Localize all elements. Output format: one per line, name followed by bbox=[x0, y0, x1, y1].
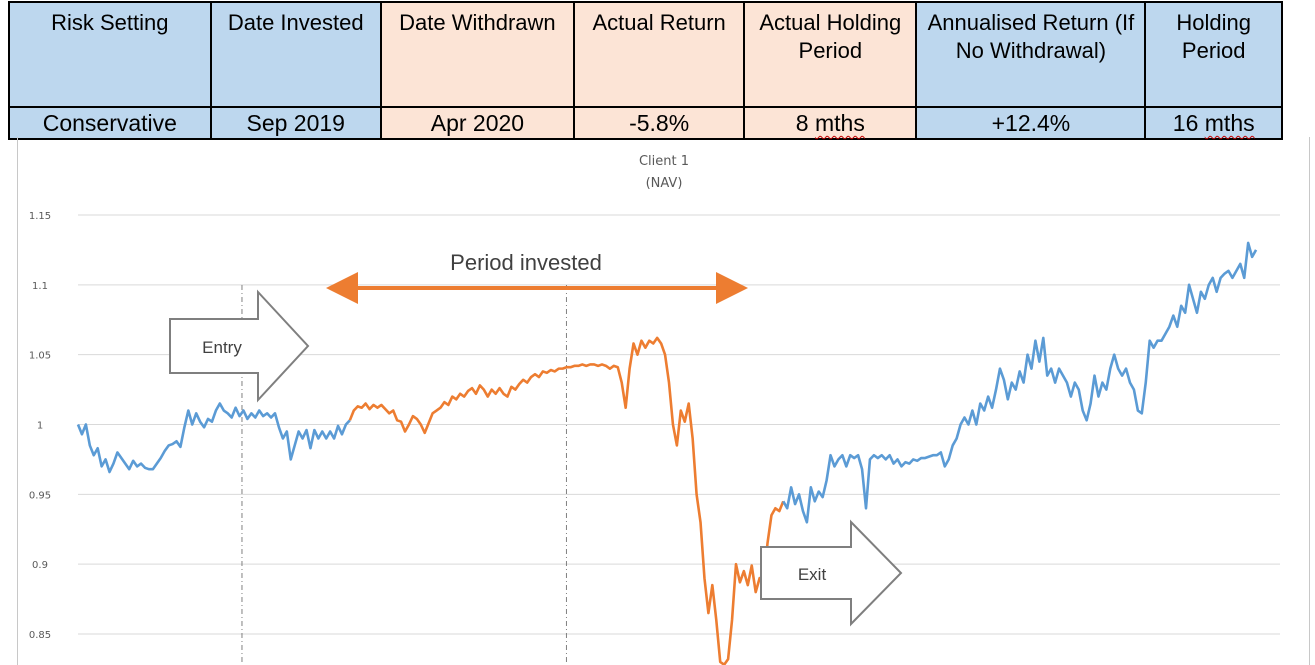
header-risk-setting: Risk Setting bbox=[8, 1, 212, 108]
entry-label: Entry bbox=[202, 338, 242, 357]
cell-actual-return: -5.8% bbox=[573, 106, 746, 140]
header-actual-holding-period: Actual Holding Period bbox=[743, 1, 918, 108]
y-tick-label: 0.85 bbox=[29, 630, 51, 641]
series-line-before bbox=[76, 402, 351, 474]
cell-date-withdrawn: Apr 2020 bbox=[379, 106, 576, 140]
header-holding-period: Holding Period bbox=[1144, 1, 1283, 108]
holding-period-unit: mths bbox=[1204, 110, 1255, 136]
cell-actual-holding-period: 8 mths bbox=[743, 106, 918, 140]
y-tick-label: 1.15 bbox=[29, 211, 51, 222]
cell-date-invested: Sep 2019 bbox=[209, 106, 382, 140]
y-tick-label: 1.1 bbox=[32, 281, 48, 292]
actual-holding-period-value: 8 bbox=[795, 110, 809, 136]
header-date-invested: Date Invested bbox=[209, 1, 382, 108]
y-tick-label: 1.05 bbox=[29, 351, 51, 362]
series-lines bbox=[76, 241, 1258, 665]
y-tick-label: 0.9 bbox=[32, 560, 48, 571]
nav-line-chart: 0.85 0.9 0.95 1 1.05 1.1 1.15 Client 1 (NAV) P… bbox=[29, 154, 1280, 665]
y-axis-ticks: 0.85 0.9 0.95 1 1.05 1.1 1.15 bbox=[29, 211, 51, 641]
chart-area: 0.85 0.9 0.95 1 1.05 1.1 1.15 Client 1 (NAV) P… bbox=[17, 137, 1310, 665]
header-date-withdrawn: Date Withdrawn bbox=[379, 1, 576, 108]
cell-annualised-return: +12.4% bbox=[915, 106, 1147, 140]
holding-period-value: 16 bbox=[1172, 110, 1199, 136]
period-invested-label: Period invested bbox=[450, 250, 602, 275]
chart-subtitle: (NAV) bbox=[646, 176, 683, 191]
series-line-after bbox=[782, 241, 1258, 524]
cell-holding-period: 16 mths bbox=[1144, 106, 1283, 140]
exit-label: Exit bbox=[798, 565, 827, 584]
header-annualised-return: Annualised Return (If No Withdrawal) bbox=[915, 1, 1147, 108]
exit-arrow: Exit bbox=[760, 519, 903, 627]
entry-arrow: Entry bbox=[169, 289, 310, 403]
y-tick-label: 1 bbox=[37, 420, 43, 431]
series-line-invested bbox=[348, 336, 785, 665]
actual-holding-period-unit: mths bbox=[814, 110, 865, 136]
summary-table: Risk Setting Date Invested Date Withdraw… bbox=[8, 1, 1283, 140]
cell-risk-setting: Conservative bbox=[8, 106, 212, 140]
chart-title: Client 1 bbox=[639, 154, 689, 169]
table-header-row: Risk Setting Date Invested Date Withdraw… bbox=[8, 1, 1283, 108]
header-actual-return: Actual Return bbox=[573, 1, 746, 108]
y-tick-label: 0.95 bbox=[29, 490, 51, 501]
table-row: Conservative Sep 2019 Apr 2020 -5.8% 8 m… bbox=[8, 106, 1283, 140]
